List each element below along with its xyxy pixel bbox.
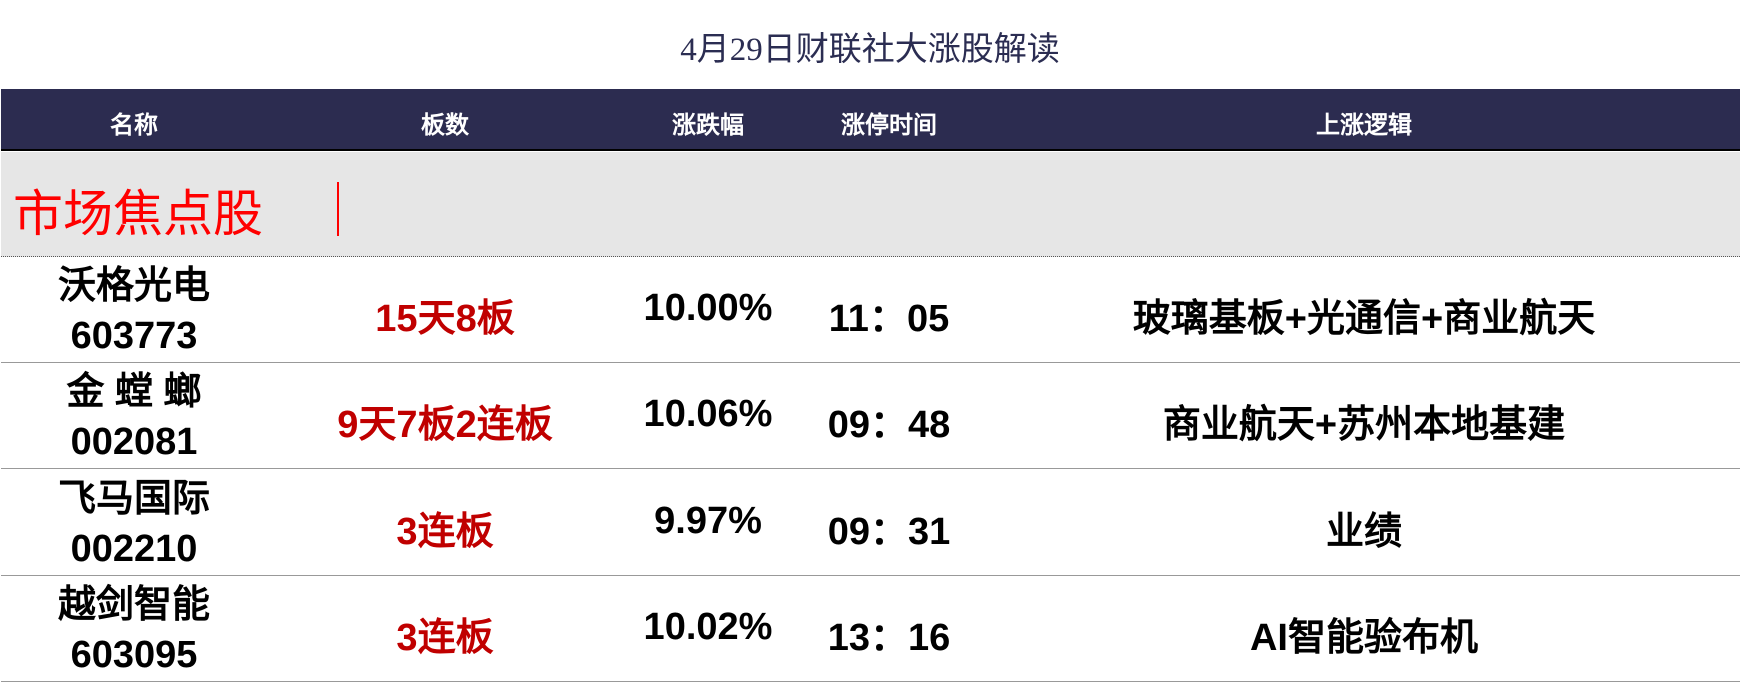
section-label: 市场焦点股 [13, 185, 263, 243]
stock-name-cell: 金 螳 螂 002081 [66, 367, 201, 467]
stock-name-cell: 越剑智能 603095 [58, 580, 210, 680]
table-header: 名称 板数 涨跌幅 涨停时间 上涨逻辑 [1, 89, 1740, 151]
limit-time: 09：31 [827, 510, 951, 553]
section-header: 市场焦点股 [1, 152, 1740, 257]
section-divider [337, 182, 339, 236]
table-row: 沃格光电 603773 15天8板 10.00% 11：05 玻璃基板+光通信+商… [1, 257, 1740, 363]
boards: 9天7板2连板 [337, 404, 553, 447]
boards: 3连板 [396, 616, 494, 659]
change: 9.97% [654, 499, 762, 542]
change: 10.02% [643, 605, 773, 648]
stock-name-cell: 沃格光电 603773 [58, 261, 210, 361]
logic: 商业航天+苏州本地基建 [1162, 404, 1566, 447]
header-change: 涨跌幅 [672, 112, 744, 139]
stock-code: 002210 [70, 527, 198, 570]
limit-time: 09：48 [827, 404, 951, 447]
stock-name: 沃格光电 [57, 265, 211, 307]
header-name: 名称 [110, 112, 158, 139]
stock-name: 金 螳 螂 [66, 371, 202, 414]
limit-time: 13：16 [827, 616, 951, 659]
change: 10.00% [643, 287, 773, 329]
header-logic: 上涨逻辑 [1316, 112, 1412, 139]
stock-name: 飞马国际 [57, 477, 211, 520]
stock-code: 603095 [70, 633, 198, 676]
header-boards: 板数 [421, 112, 469, 139]
boards: 15天8板 [375, 298, 515, 340]
table-row: 金 螳 螂 002081 9天7板2连板 10.06% 09：48 商业航天+苏州… [1, 363, 1740, 470]
change: 10.06% [643, 393, 773, 436]
stock-code: 603773 [70, 315, 198, 357]
stock-name-cell: 飞马国际 002210 [58, 474, 210, 574]
logic: 玻璃基板+光通信+商业航天 [1132, 298, 1596, 340]
boards: 3连板 [396, 510, 494, 553]
stock-name: 越剑智能 [57, 583, 211, 626]
logic: 业绩 [1325, 510, 1403, 553]
logic: AI智能验布机 [1249, 616, 1479, 659]
page-title: 4月29日财联社大涨股解读 [680, 32, 1060, 68]
table-row: 飞马国际 002210 3连板 9.97% 09：31 业绩 [1, 470, 1740, 576]
stock-code: 002081 [70, 421, 198, 464]
limit-time: 11：05 [828, 298, 950, 340]
table-row: 越剑智能 603095 3连板 10.02% 13：16 AI智能验布机 [1, 576, 1740, 682]
header-limit-time: 涨停时间 [841, 112, 937, 139]
